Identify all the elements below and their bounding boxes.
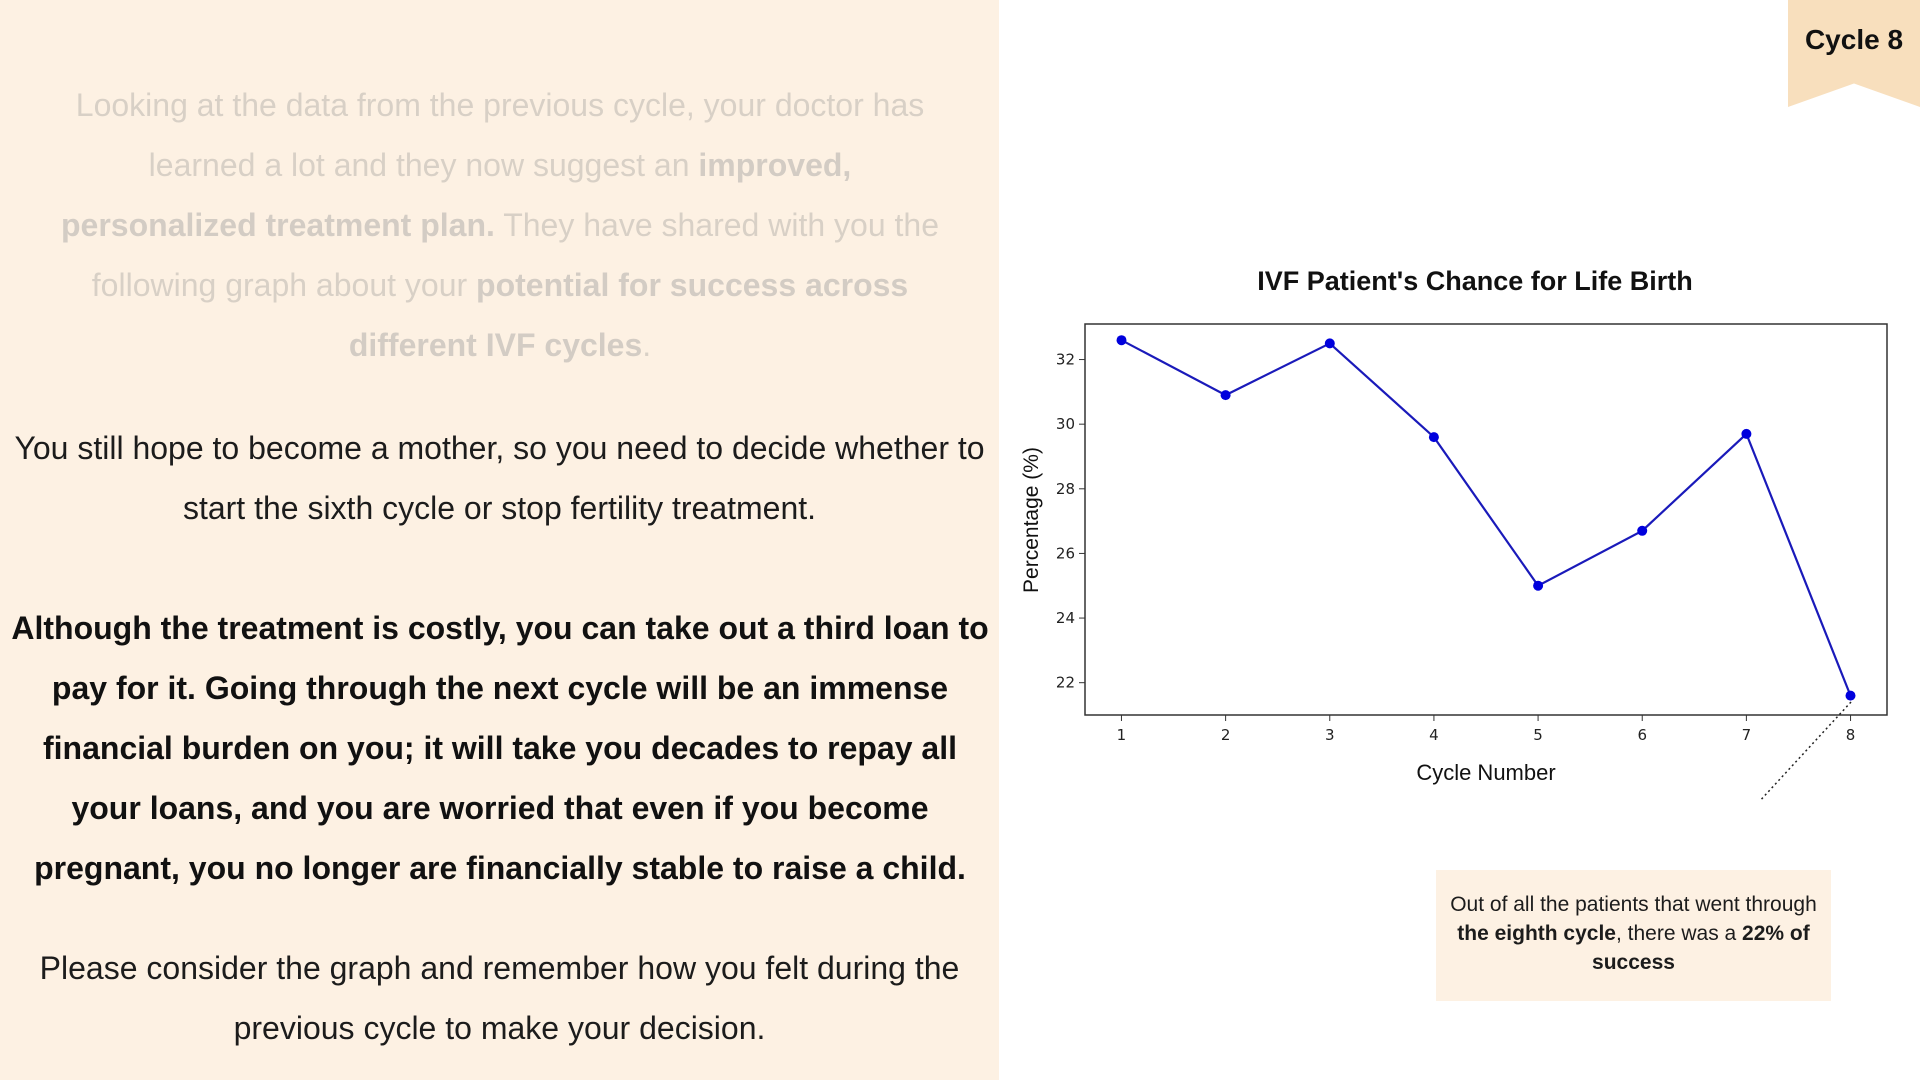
x-axis-label: Cycle Number [1416,760,1555,785]
y-tick-label: 22 [1056,674,1075,692]
consider-paragraph: Please consider the graph and remember h… [39,950,960,1046]
data-point [1428,432,1439,443]
y-tick-label: 30 [1056,415,1075,433]
x-tick-label: 6 [1637,726,1647,744]
x-tick-label: 7 [1742,726,1752,744]
loan-paragraph: Although the treatment is costly, you ca… [11,610,989,886]
data-point [1116,335,1127,346]
chart-title: IVF Patient's Chance for Life Birth [1257,266,1693,296]
annotation-text-1: Out of all the patients that went throug… [1450,893,1817,916]
intro-text-2: They have shared with you the following … [91,207,939,303]
y-tick-label: 24 [1056,609,1075,627]
y-axis-label: Percentage (%) [1020,447,1043,593]
data-points [1116,335,1856,701]
cycle-tab-label: Cycle 8 [1804,24,1904,55]
x-tick-label: 3 [1325,726,1335,744]
intro-paragraph: Looking at the data from the previous cy… [60,75,940,375]
x-axis: 1 2 3 4 5 6 7 8 [1117,715,1856,744]
line-chart: 1 2 3 4 5 6 7 8 22 24 26 28 30 32 Cycle Number Perce… [1020,323,1888,800]
x-tick-label: 4 [1429,726,1439,744]
annotation-pointer [1759,701,1852,800]
x-tick-label: 5 [1533,726,1543,744]
y-tick-label: 28 [1056,480,1075,498]
y-tick-label: 32 [1056,351,1075,369]
annotation-text-2: , there was a [1615,922,1743,945]
x-tick-label: 2 [1221,726,1231,744]
data-point [1324,338,1335,349]
intro-highlight-success: potential for success across different I… [348,267,909,363]
annotation-highlight-cycle: the eighth cycle [1457,922,1616,945]
intro-highlight-plan: improved, personalized treatment plan. [61,147,852,243]
text-panel: Looking at the data from the previous cy… [0,0,999,1080]
annotation-highlight-success: 22% of success [1592,922,1810,974]
data-point [1845,690,1856,701]
annotation-box: Out of all the patients that went throug… [1436,870,1831,1001]
intro-text-3: . [642,327,652,363]
annotation-text: Out of all the patients that went throug… [1436,890,1831,977]
hope-paragraph: You still hope to become a mother, so yo… [14,430,985,526]
data-point [1637,525,1648,536]
intro-text-1: Looking at the data from the previous cy… [75,87,925,183]
data-point [1220,390,1231,401]
data-point [1533,580,1544,591]
y-axis: 22 24 26 28 30 32 [1056,351,1085,692]
plot-frame [1084,323,1888,716]
series-line [1120,339,1852,697]
x-tick-label: 1 [1117,726,1127,744]
x-tick-label: 8 [1846,726,1856,744]
data-point [1741,428,1752,439]
cycle-tab: Cycle 8 [1788,0,1920,107]
y-tick-label: 26 [1056,544,1075,562]
